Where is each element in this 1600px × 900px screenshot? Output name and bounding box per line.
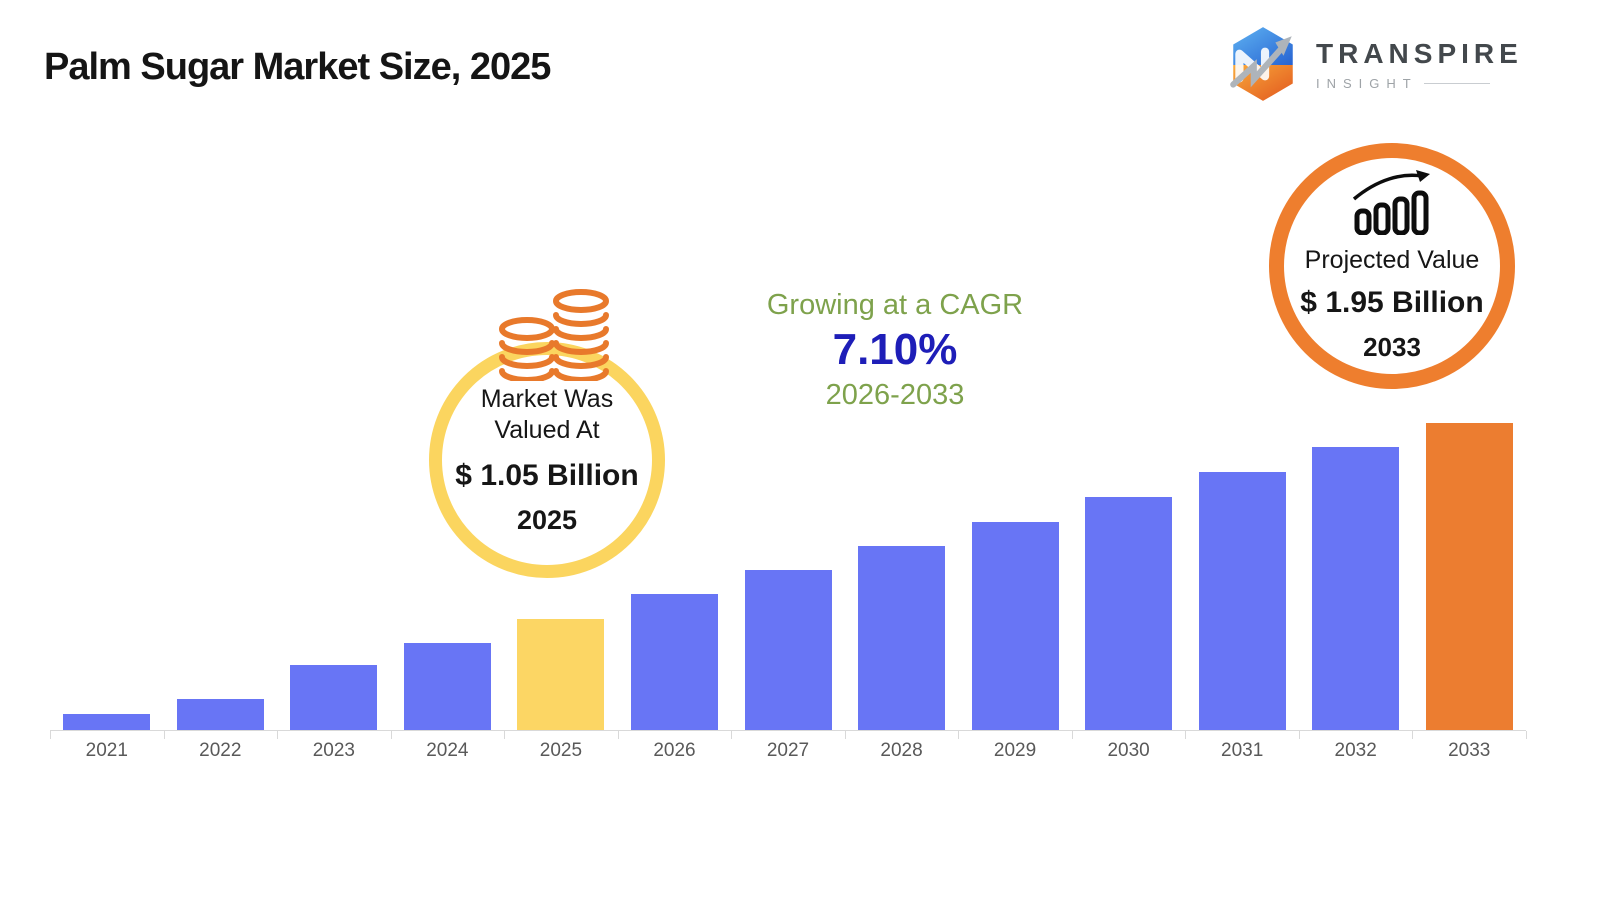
logo-tagline-text: INSIGHT — [1316, 75, 1418, 91]
projected-annotation-circle: Projected Value $ 1.95 Billion 2033 — [1269, 143, 1515, 389]
x-axis-line — [50, 730, 1526, 731]
bar-2025 — [517, 619, 605, 730]
axis-tick — [1185, 731, 1187, 739]
projected-amount: $ 1.95 Billion — [1300, 286, 1484, 319]
bar-2022 — [176, 699, 264, 730]
bar-2027 — [744, 570, 832, 730]
axis-tick — [50, 731, 51, 739]
axis-tick — [1526, 731, 1527, 739]
axis-tick — [731, 731, 733, 739]
axis-tick — [1412, 731, 1414, 739]
x-axis-label-2032: 2032 — [1334, 740, 1377, 761]
axis-tick — [844, 731, 846, 739]
x-axis-label-2022: 2022 — [199, 740, 242, 761]
logo-rule — [1423, 82, 1490, 84]
axis-tick — [277, 731, 279, 739]
x-axis-label-2033: 2033 — [1448, 740, 1491, 761]
axis-tick — [504, 731, 506, 739]
coin-stack-icon — [496, 289, 612, 386]
cagr-block: Growing at a CAGR 7.10% 2026-2033 — [715, 288, 1075, 412]
logo: TRANSPIRE INSIGHT — [1224, 24, 1554, 104]
axis-tick — [617, 731, 619, 739]
x-axis-label-2031: 2031 — [1221, 740, 1264, 761]
bar-2031 — [1198, 472, 1286, 730]
x-axis-label-2026: 2026 — [653, 740, 696, 761]
page-title: Palm Sugar Market Size, 2025 — [44, 46, 551, 88]
x-axis-label-2027: 2027 — [766, 740, 810, 761]
x-axis-label-2023: 2023 — [312, 740, 355, 761]
axis-tick — [1071, 731, 1073, 739]
x-axis-label-2030: 2030 — [1107, 740, 1150, 761]
projected-label: Projected Value — [1304, 246, 1480, 274]
x-axis-label-2029: 2029 — [993, 740, 1037, 761]
bar-2026 — [630, 594, 718, 730]
bar-2033 — [1425, 423, 1513, 730]
bar-2021 — [63, 714, 151, 730]
cagr-value: 7.10% — [832, 325, 958, 374]
axis-tick — [390, 731, 392, 739]
bar-2029 — [971, 522, 1059, 730]
valued-label-line2: Valued At — [494, 416, 600, 444]
bar-2032 — [1312, 447, 1400, 730]
axis-tick — [1298, 731, 1300, 739]
bar-2030 — [1085, 497, 1173, 730]
x-axis-label-2024: 2024 — [426, 740, 469, 761]
cagr-period: 2026-2033 — [825, 379, 965, 411]
cagr-label: Growing at a CAGR — [766, 289, 1024, 321]
x-axis-label-2028: 2028 — [880, 740, 923, 761]
valued-label-line1: Market Was — [480, 385, 614, 413]
axis-tick — [163, 731, 165, 739]
projected-year: 2033 — [1363, 332, 1421, 362]
logo-brand-text: TRANSPIRE — [1316, 37, 1523, 69]
axis-tick — [958, 731, 960, 739]
transpire-hexagon-logo-icon — [1224, 24, 1302, 104]
bar-2024 — [403, 643, 491, 730]
x-axis-label-2021: 2021 — [85, 740, 128, 761]
x-axis-label-2025: 2025 — [539, 740, 583, 761]
bar-growth-icon — [1352, 169, 1432, 240]
bar-2023 — [290, 665, 378, 730]
valued-amount: $ 1.05 Billion — [455, 459, 639, 492]
valued-year: 2025 — [516, 505, 578, 535]
bar-2028 — [858, 546, 946, 730]
